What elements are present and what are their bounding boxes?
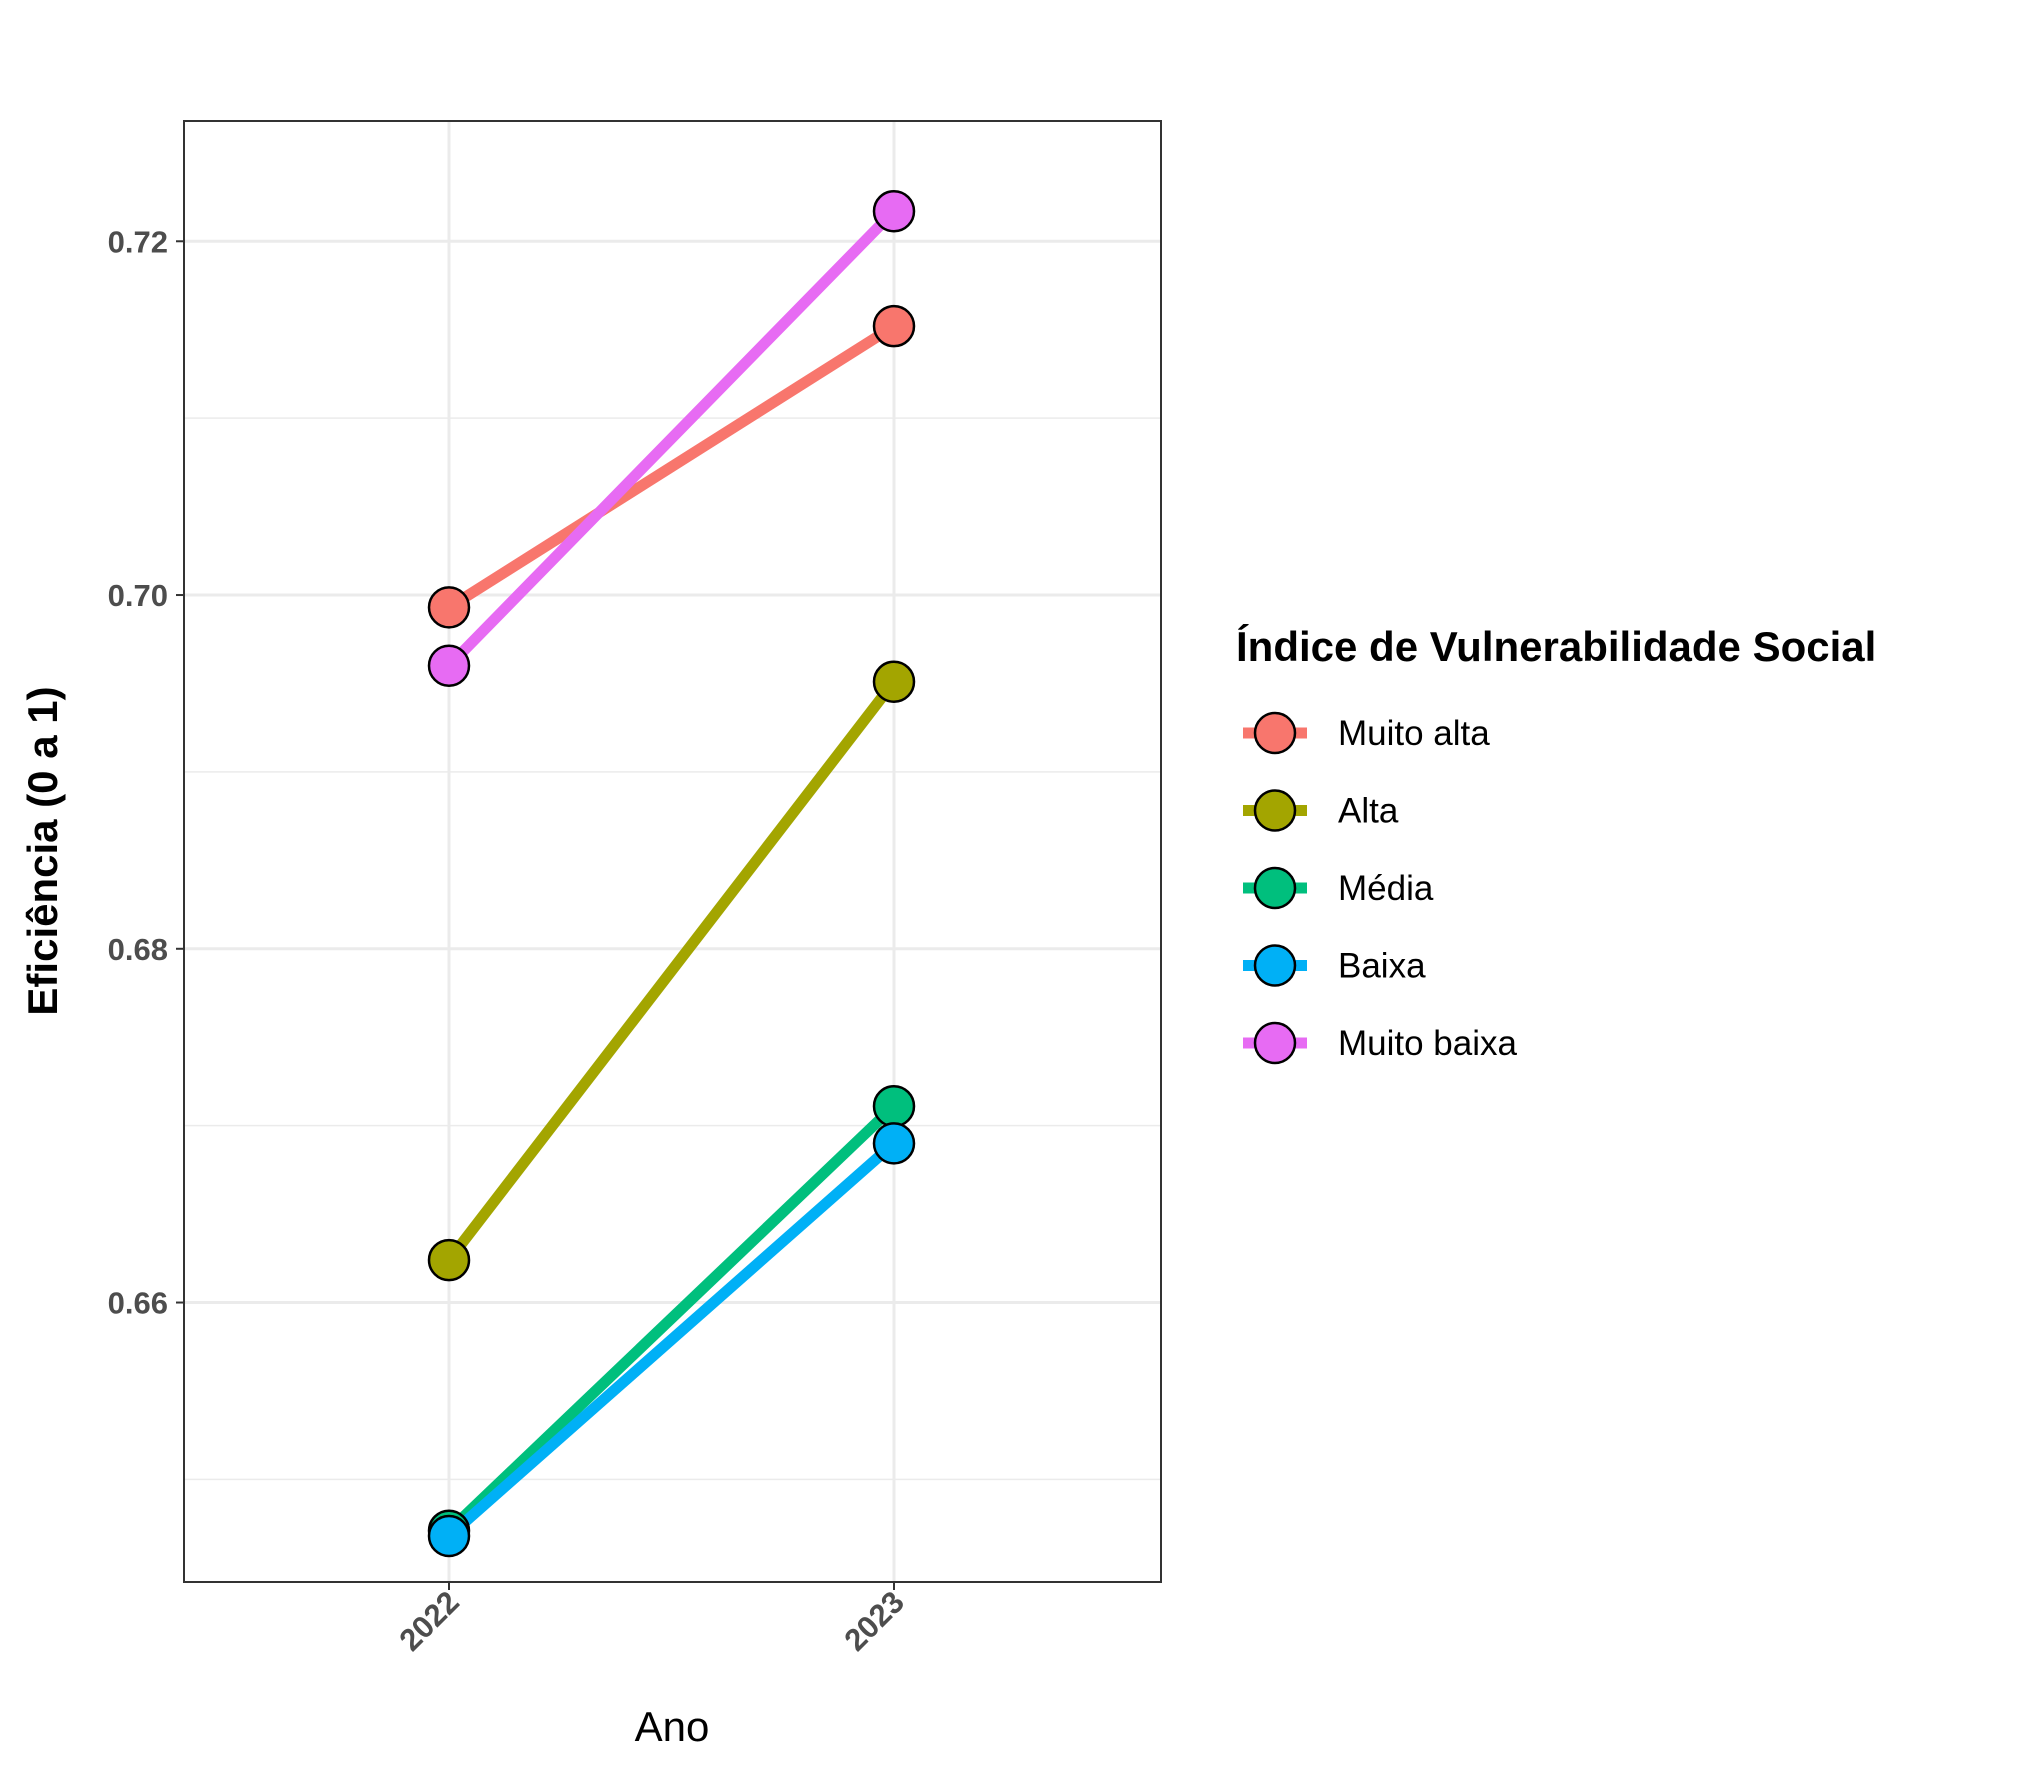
data-point-muito-alta-2023 [872,304,916,348]
legend-item: Alta [1243,789,1399,832]
y-axis-title: Eficiência (0 a 1) [19,686,66,1015]
y-tick-label: 0.70 [108,578,168,613]
legend-item: Média [1243,866,1434,910]
legend-label: Alta [1338,792,1399,831]
legend-label: Muito baixa [1338,1024,1518,1063]
data-point-alta-2022 [427,1238,471,1282]
legend-key-point [1253,866,1297,910]
y-tick-label: 0.68 [108,932,168,967]
legend-item: Muito alta [1243,711,1490,755]
data-point-muito-alta-2022 [427,586,471,629]
y-axis: 0.66 0.68 0.70 0.72 [108,224,184,1321]
data-point-muito-baixa-2022 [427,644,471,688]
data-point-muito-baixa-2023 [872,189,916,233]
series-line-muito-baixa [445,207,898,670]
legend-key-point [1253,1021,1297,1065]
legend-item: Muito baixa [1243,1021,1518,1065]
legend-label: Média [1338,869,1434,908]
legend-label: Muito alta [1338,714,1490,753]
legend-item: Baixa [1243,944,1426,987]
y-tick-label: 0.72 [108,224,168,259]
legend: Índice de Vulnerabilidade Social Muito a… [1236,623,1876,1065]
legend-key-point [1253,944,1297,987]
legend-key-point [1253,789,1297,832]
legend-label: Baixa [1338,947,1426,986]
data-point-baixa-2023 [872,1122,916,1165]
legend-title: Índice de Vulnerabilidade Social [1236,623,1876,670]
series-line-muito-alta [446,321,897,613]
data-point-média-2023 [872,1084,916,1128]
series-line-baixa [445,1139,898,1541]
data-point-alta-2023 [872,660,916,703]
y-tick-label: 0.66 [108,1286,168,1321]
series-line-média [445,1102,898,1535]
points-group [427,189,916,1558]
x-axis-title: Ano [635,1703,710,1750]
series-line-alta [444,678,899,1264]
data-point-baixa-2022 [427,1514,471,1558]
series-group [444,207,899,1541]
plot-border [183,120,1162,1583]
legend-key-point [1253,711,1297,755]
grid [184,121,1161,1582]
